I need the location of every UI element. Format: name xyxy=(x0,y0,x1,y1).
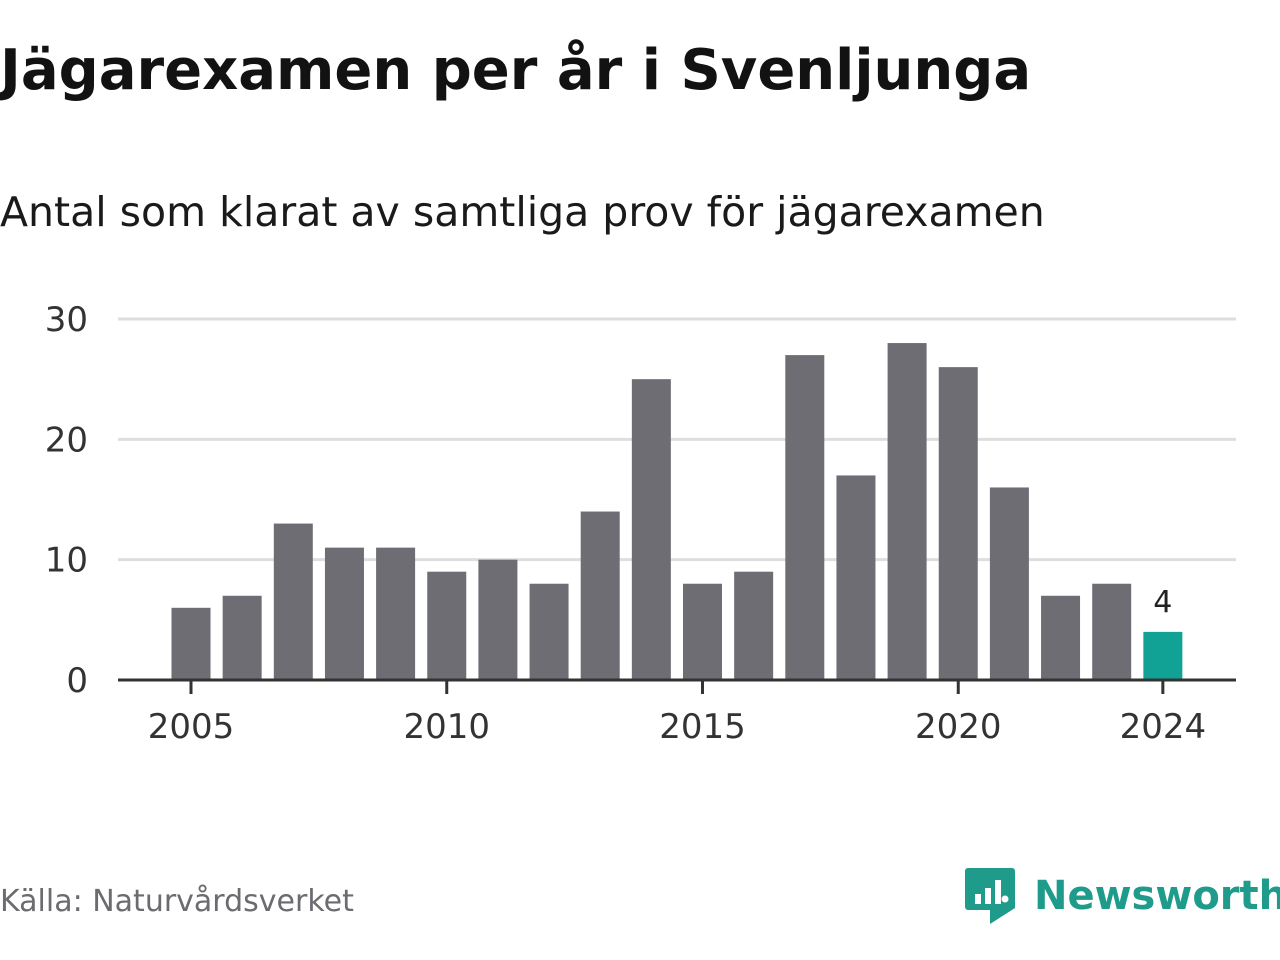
bar xyxy=(529,583,569,680)
bar xyxy=(171,607,211,680)
newsworthy-logo-text: Newsworthy xyxy=(1034,873,1280,919)
bar xyxy=(376,547,416,680)
bar xyxy=(1092,583,1132,680)
x-tick-label: 2005 xyxy=(148,707,235,747)
bar xyxy=(734,571,774,680)
bar xyxy=(836,475,876,680)
bar-highlight xyxy=(1143,631,1183,680)
bar xyxy=(324,547,364,680)
bar xyxy=(887,343,927,680)
x-tick-label: 2010 xyxy=(403,707,490,747)
source-note: Källa: Naturvårdsverket xyxy=(0,884,354,919)
y-tick-label: 10 xyxy=(45,541,88,581)
bar xyxy=(478,559,518,680)
bar xyxy=(222,595,262,680)
newsworthy-logo-icon xyxy=(965,868,1015,924)
bar xyxy=(1041,595,1081,680)
bar xyxy=(427,571,467,680)
y-tick-label: 0 xyxy=(66,661,88,701)
bar xyxy=(989,487,1029,680)
bar xyxy=(683,583,722,680)
x-tick-label: 2020 xyxy=(915,707,1002,747)
x-tick-label: 2015 xyxy=(659,707,746,747)
y-tick-label: 20 xyxy=(45,420,88,460)
bar xyxy=(631,379,671,680)
bar xyxy=(580,511,620,680)
newsworthy-logo: Newsworthy xyxy=(964,866,1280,926)
bar xyxy=(273,523,313,680)
bar xyxy=(785,355,825,680)
bar xyxy=(938,367,978,680)
chart-title: Jägarexamen per år i Svenljunga xyxy=(0,38,1032,103)
x-tick-label: 2024 xyxy=(1120,707,1207,747)
chart-subtitle: Antal som klarat av samtliga prov för jä… xyxy=(0,188,1045,236)
y-tick-label: 30 xyxy=(45,300,88,340)
data-label: 4 xyxy=(1153,585,1172,620)
